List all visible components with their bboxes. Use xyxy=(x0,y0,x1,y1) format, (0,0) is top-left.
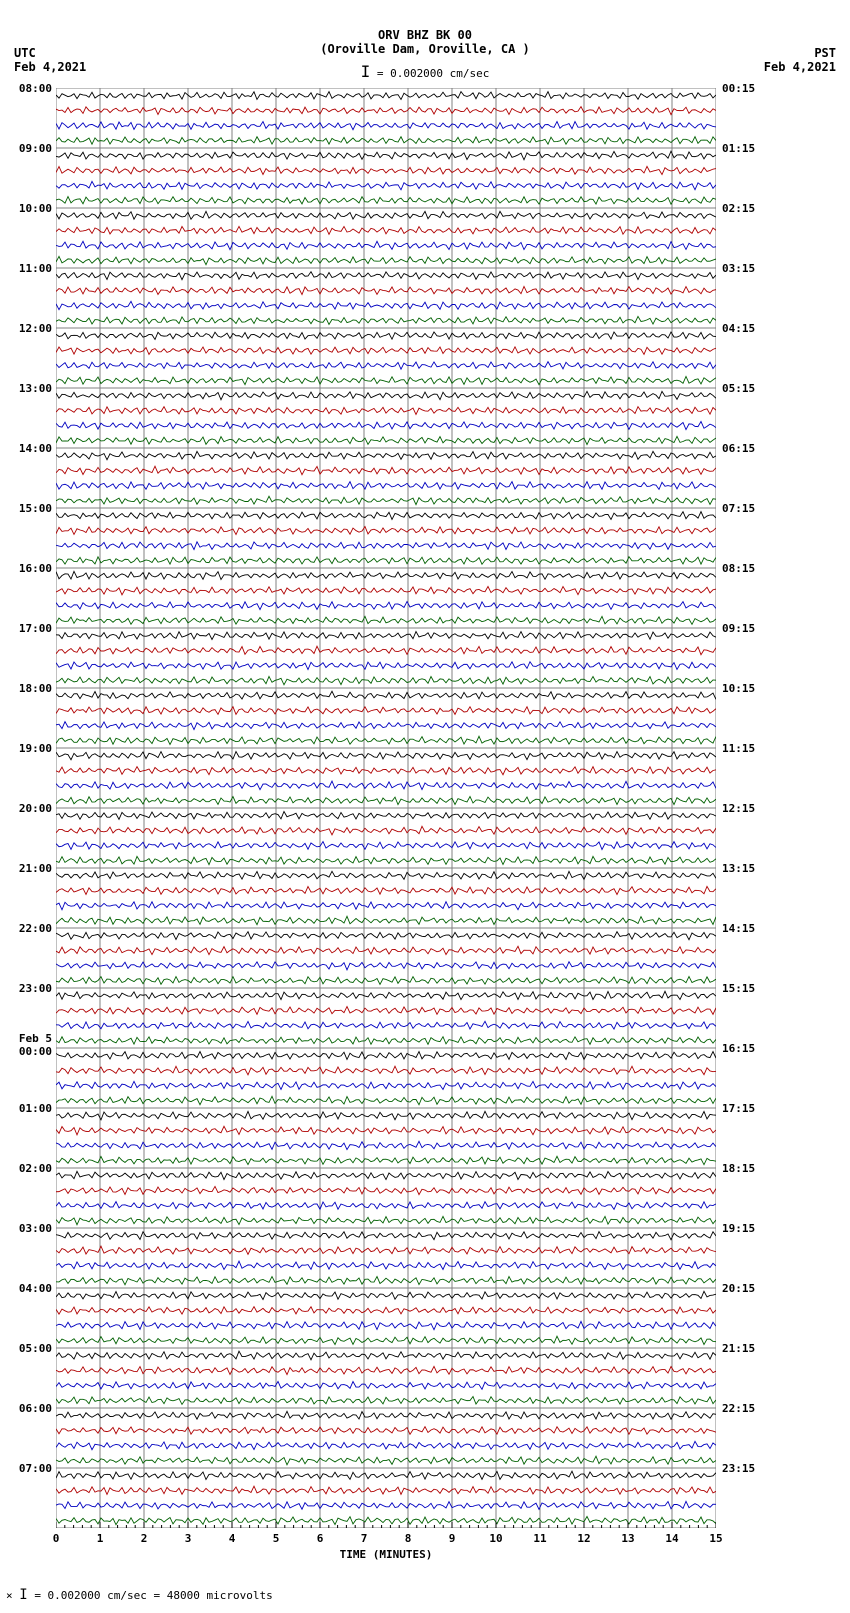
utc-hour-label: 12:00 xyxy=(19,322,52,335)
pst-hour-label: 18:15 xyxy=(722,1162,755,1175)
pst-hour-label: 01:15 xyxy=(722,142,755,155)
utc-hour-label: Feb 500:00 xyxy=(19,1032,52,1058)
utc-hour-label: 15:00 xyxy=(19,502,52,515)
utc-hour-label: 05:00 xyxy=(19,1342,52,1355)
utc-hour-label: 02:00 xyxy=(19,1162,52,1175)
x-tick-label: 9 xyxy=(449,1532,456,1545)
pst-hour-label: 10:15 xyxy=(722,682,755,695)
x-tick-label: 0 xyxy=(53,1532,60,1545)
x-tick-label: 12 xyxy=(577,1532,590,1545)
pst-hour-label: 19:15 xyxy=(722,1222,755,1235)
pst-hour-label: 02:15 xyxy=(722,202,755,215)
x-axis: TIME (MINUTES) 0123456789101112131415 xyxy=(56,1528,716,1568)
tz-right: PST xyxy=(764,46,836,60)
pst-hour-label: 21:15 xyxy=(722,1342,755,1355)
station-subtitle: (Oroville Dam, Oroville, CA ) xyxy=(0,42,850,56)
x-tick-label: 14 xyxy=(665,1532,678,1545)
pst-hour-label: 14:15 xyxy=(722,922,755,935)
x-tick-label: 2 xyxy=(141,1532,148,1545)
pst-hour-label: 13:15 xyxy=(722,862,755,875)
utc-hour-label: 17:00 xyxy=(19,622,52,635)
x-tick-label: 8 xyxy=(405,1532,412,1545)
pst-hour-label: 06:15 xyxy=(722,442,755,455)
pst-hour-label: 16:15 xyxy=(722,1042,755,1055)
title-block: ORV BHZ BK 00 (Oroville Dam, Oroville, C… xyxy=(0,28,850,81)
x-tick-label: 1 xyxy=(97,1532,104,1545)
seismogram-svg xyxy=(56,88,716,1528)
utc-hour-label: 18:00 xyxy=(19,682,52,695)
pst-hour-label: 00:15 xyxy=(722,82,755,95)
station-title: ORV BHZ BK 00 xyxy=(0,28,850,42)
date-right: Feb 4,2021 xyxy=(764,60,836,74)
pst-hour-label: 03:15 xyxy=(722,262,755,275)
pst-hour-label: 11:15 xyxy=(722,742,755,755)
pst-hour-label: 20:15 xyxy=(722,1282,755,1295)
footer-scale: × I = 0.002000 cm/sec = 48000 microvolts xyxy=(6,1587,273,1603)
utc-hour-label: 11:00 xyxy=(19,262,52,275)
pst-hour-label: 07:15 xyxy=(722,502,755,515)
x-tick-label: 7 xyxy=(361,1532,368,1545)
pst-hour-label: 04:15 xyxy=(722,322,755,335)
utc-hour-label: 16:00 xyxy=(19,562,52,575)
seismogram-container: UTC Feb 4,2021 ORV BHZ BK 00 (Oroville D… xyxy=(0,0,850,1613)
utc-hour-label: 19:00 xyxy=(19,742,52,755)
x-tick-label: 4 xyxy=(229,1532,236,1545)
x-tick-label: 15 xyxy=(709,1532,722,1545)
seismogram-plot xyxy=(56,88,716,1528)
x-tick-label: 10 xyxy=(489,1532,502,1545)
x-tick-label: 11 xyxy=(533,1532,546,1545)
pst-hour-label: 23:15 xyxy=(722,1462,755,1475)
pst-hour-label: 08:15 xyxy=(722,562,755,575)
utc-hour-label: 06:00 xyxy=(19,1402,52,1415)
x-tick-label: 13 xyxy=(621,1532,634,1545)
utc-hour-label: 09:00 xyxy=(19,142,52,155)
utc-hour-label: 22:00 xyxy=(19,922,52,935)
x-tick-label: 5 xyxy=(273,1532,280,1545)
left-time-labels: 08:0009:0010:0011:0012:0013:0014:0015:00… xyxy=(0,88,54,1528)
utc-hour-label: 04:00 xyxy=(19,1282,52,1295)
x-tick-label: 3 xyxy=(185,1532,192,1545)
scale-text: = 0.002000 cm/sec xyxy=(377,67,490,80)
x-tick-label: 6 xyxy=(317,1532,324,1545)
utc-hour-label: 10:00 xyxy=(19,202,52,215)
utc-hour-label: 13:00 xyxy=(19,382,52,395)
pst-hour-label: 22:15 xyxy=(722,1402,755,1415)
utc-hour-label: 21:00 xyxy=(19,862,52,875)
pst-hour-label: 15:15 xyxy=(722,982,755,995)
utc-hour-label: 07:00 xyxy=(19,1462,52,1475)
utc-hour-label: 20:00 xyxy=(19,802,52,815)
footer-text: = 0.002000 cm/sec = 48000 microvolts xyxy=(34,1589,272,1602)
utc-hour-label: 03:00 xyxy=(19,1222,52,1235)
pst-hour-label: 12:15 xyxy=(722,802,755,815)
pst-hour-label: 09:15 xyxy=(722,622,755,635)
utc-hour-label: 23:00 xyxy=(19,982,52,995)
utc-hour-label: 01:00 xyxy=(19,1102,52,1115)
utc-hour-label: 14:00 xyxy=(19,442,52,455)
utc-hour-label: 08:00 xyxy=(19,82,52,95)
x-axis-title: TIME (MINUTES) xyxy=(56,1548,716,1561)
pst-hour-label: 17:15 xyxy=(722,1102,755,1115)
scale-indicator: I = 0.002000 cm/sec xyxy=(0,62,850,81)
header-right: PST Feb 4,2021 xyxy=(764,46,836,74)
right-time-labels: 00:1501:1502:1503:1504:1505:1506:1507:15… xyxy=(720,88,780,1528)
pst-hour-label: 05:15 xyxy=(722,382,755,395)
